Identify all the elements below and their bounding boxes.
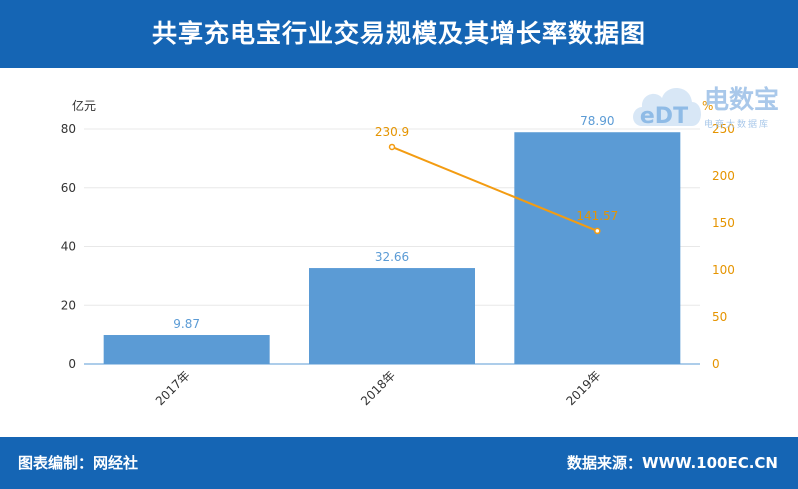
y-right-tick-label: 250 — [712, 122, 735, 136]
y-right-tick-label: 200 — [712, 169, 735, 183]
combo-chart: 0 20 40 60 80 0 50 100 150 200 250 亿元 % 9.87 32.66 78.9… — [61, 98, 735, 408]
y-left-unit: 亿元 — [72, 98, 96, 113]
y-right-tick-label: 0 — [712, 357, 720, 371]
growth-line — [391, 146, 598, 232]
logo-text: eDT — [640, 104, 688, 129]
y-right-unit: % — [702, 99, 713, 113]
bar — [514, 132, 681, 364]
x-tick-label: 2018年 — [358, 368, 398, 408]
line-point — [388, 143, 396, 151]
watermark-subtitle: 电商大数据库 — [704, 120, 771, 130]
bar-value-label: 9.87 — [173, 317, 200, 331]
y-right-tick-label: 100 — [712, 263, 735, 277]
y-right-tick-label: 150 — [712, 216, 735, 230]
header-bar: 共享充电宝行业交易规模及其增长率数据图 — [0, 0, 798, 68]
footer-source: 数据来源：WWW.100EC.CN — [567, 454, 778, 472]
cloud-logo-icon: eDT — [633, 87, 701, 129]
line-value-label: 230.9 — [375, 125, 409, 139]
line-point — [594, 227, 601, 235]
footer-compiler: 图表编制：网经社 — [18, 454, 139, 472]
y-right-tick-label: 50 — [712, 310, 727, 324]
y-left-tick-label: 40 — [61, 240, 76, 254]
y-left-tick-label: 60 — [61, 181, 76, 195]
y-left-tick-label: 80 — [61, 122, 76, 136]
bar-value-label: 78.90 — [580, 114, 614, 128]
footer-bar: 图表编制：网经社 数据来源：WWW.100EC.CN — [0, 437, 798, 489]
bar — [309, 268, 475, 364]
watermark-brand: 电数宝 — [704, 85, 780, 114]
x-tick-label: 2019年 — [563, 368, 603, 408]
page-title: 共享充电宝行业交易规模及其增长率数据图 — [151, 19, 646, 48]
y-left-tick-label: 0 — [68, 357, 76, 371]
line-value-label: 141.57 — [576, 209, 618, 223]
bar — [103, 335, 270, 364]
bar-value-label: 32.66 — [375, 250, 409, 264]
x-tick-label: 2017年 — [153, 368, 193, 408]
y-left-tick-label: 20 — [61, 298, 76, 312]
watermark-logo: eDT 电数宝 电商大数据库 — [628, 74, 793, 144]
